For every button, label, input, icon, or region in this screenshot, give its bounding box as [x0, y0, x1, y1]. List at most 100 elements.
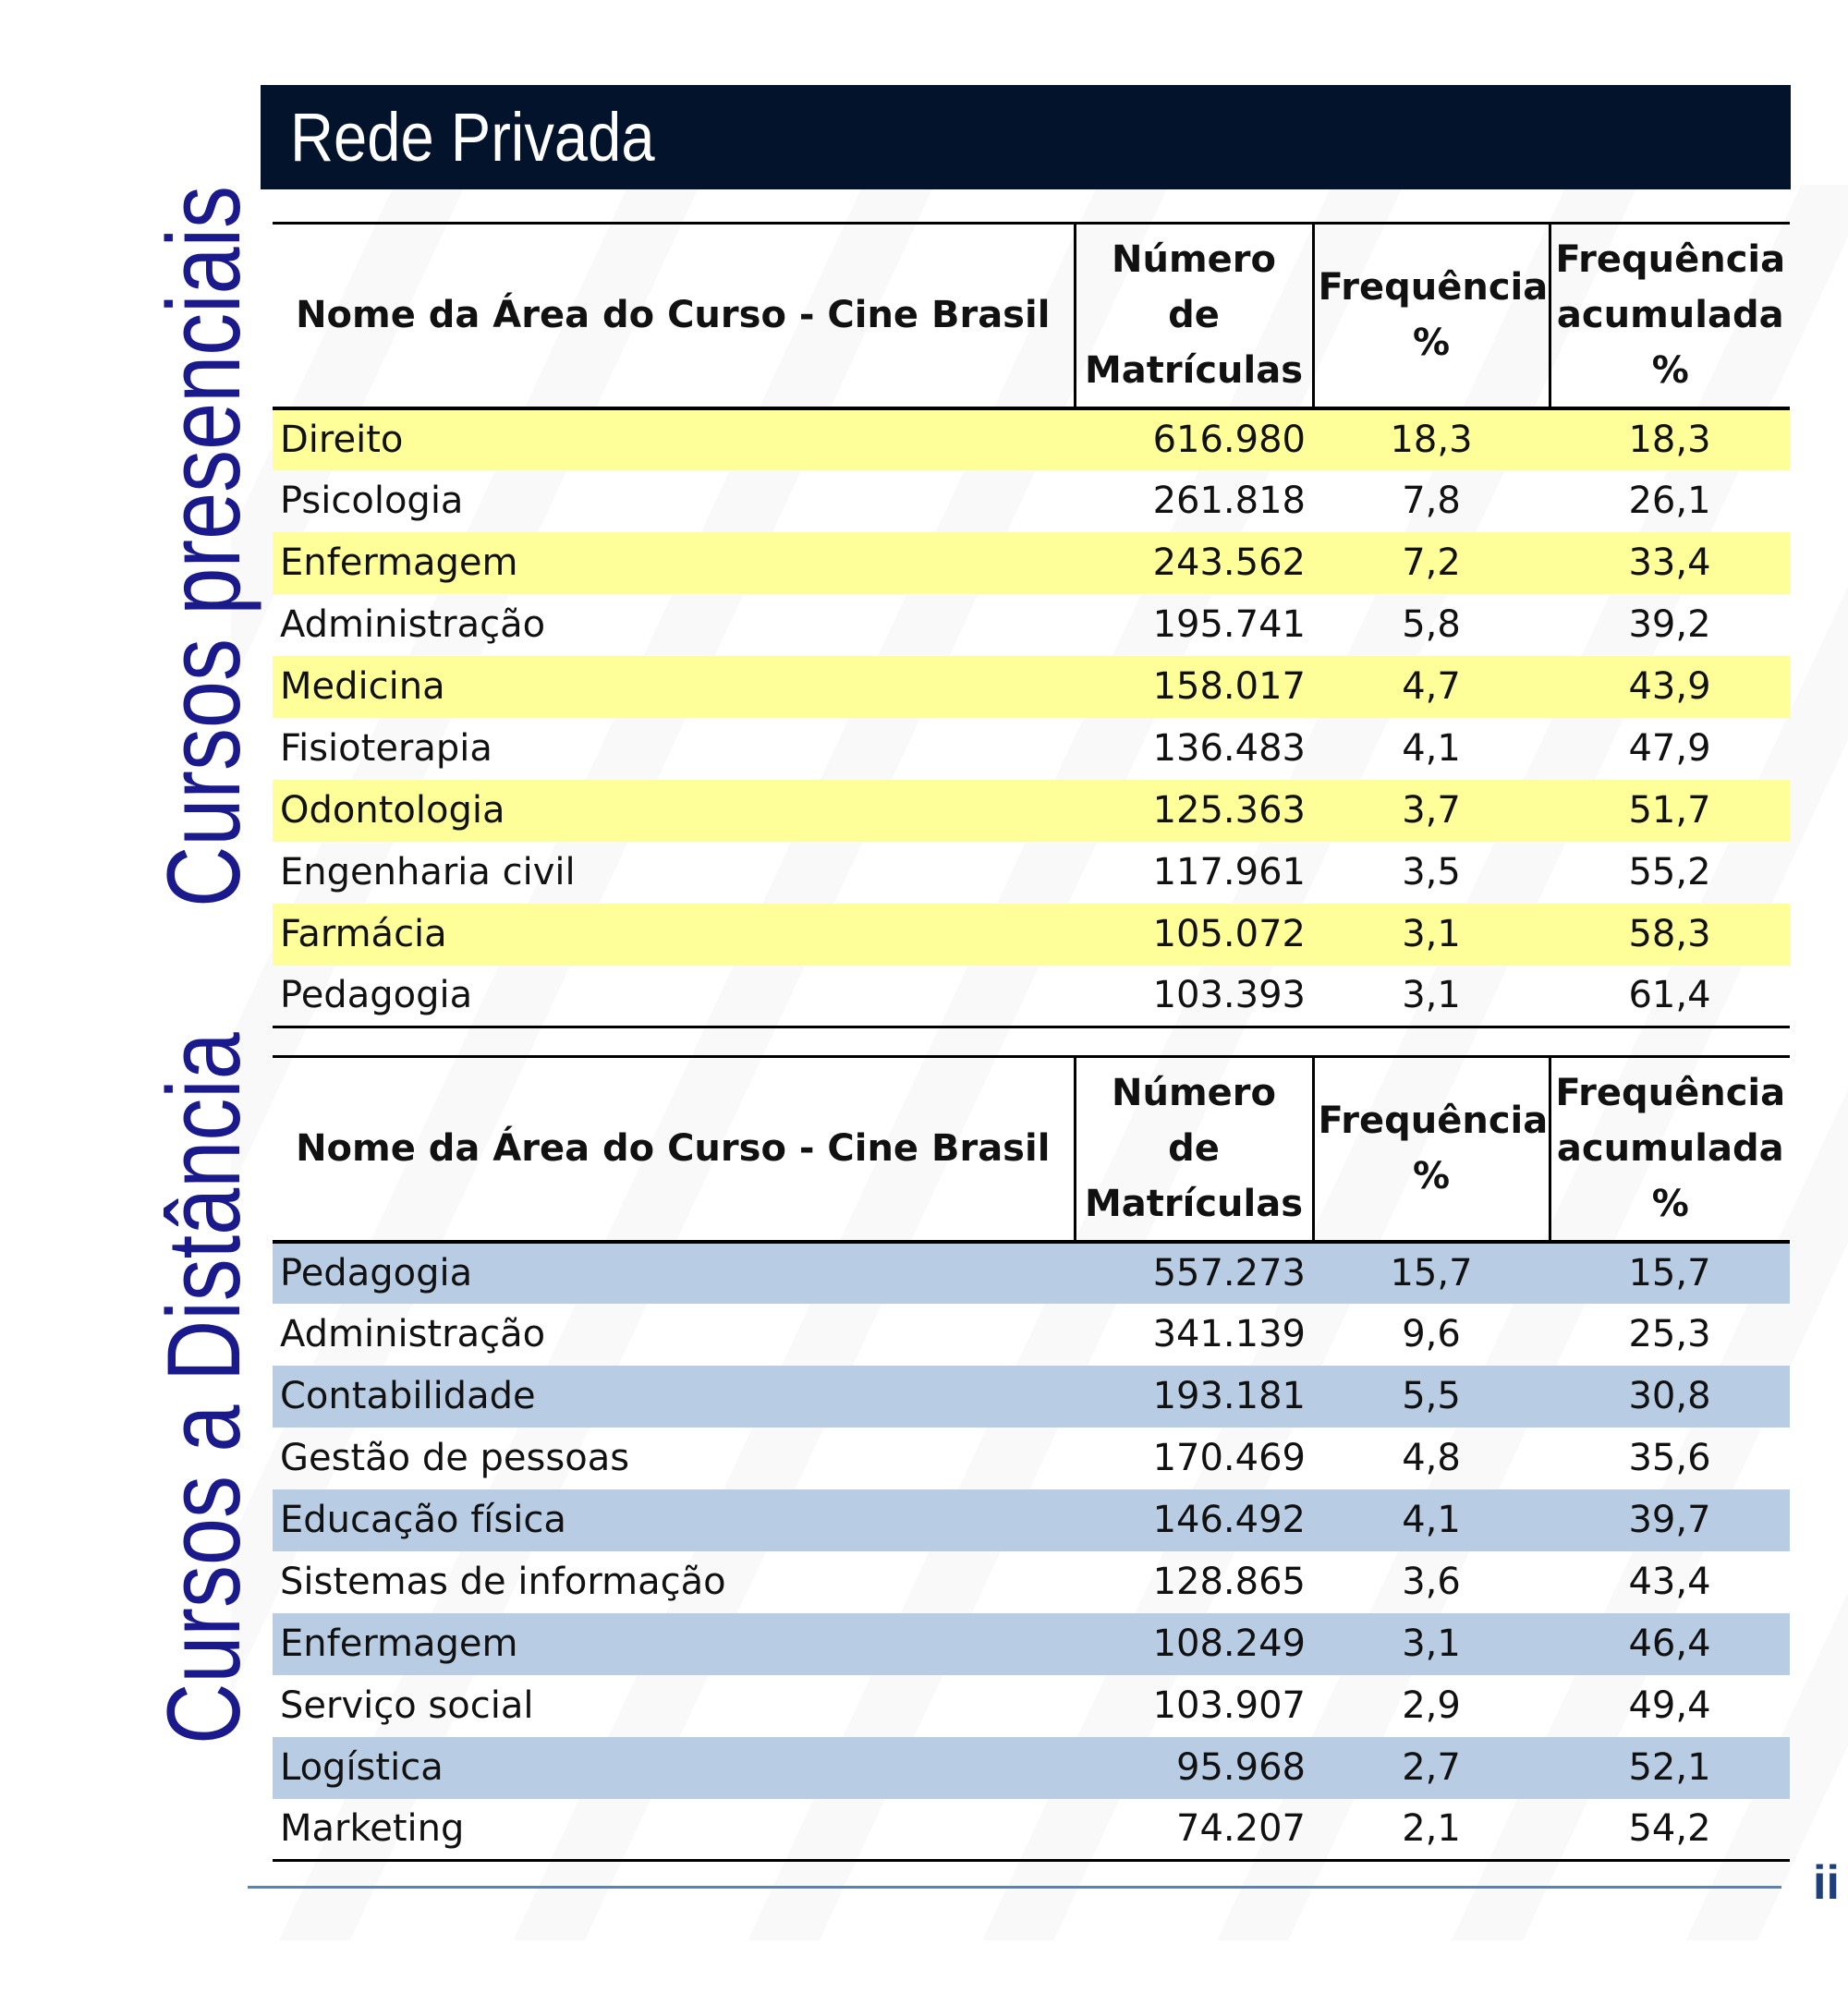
- table-body-presenciais: Direito 616.980 18,3 18,3 Psicologia 261.818 7…: [273, 407, 1790, 1028]
- cell-frequencia: 7,2: [1313, 531, 1550, 594]
- cell-frequencia: 3,7: [1313, 779, 1550, 842]
- cell-frequencia: 4,1: [1313, 1489, 1550, 1551]
- column-header-name: Nome da Área do Curso - Cine Brasil: [273, 222, 1075, 410]
- table-distancia: Nome da Área do Curso - Cine Brasil Núme…: [273, 1055, 1790, 1862]
- cell-course-name: Medicina: [273, 655, 1075, 718]
- cell-frequencia: 5,5: [1313, 1365, 1550, 1428]
- cell-matriculas: 103.393: [1075, 965, 1313, 1028]
- cell-frequencia: 2,9: [1402, 1684, 1461, 1727]
- table-row: Enfermagem 243.562 7,2 33,4: [273, 531, 1790, 594]
- cell-frequencia: 18,3: [1313, 407, 1550, 470]
- cell-frequencia-acumulada: 46,4: [1550, 1612, 1790, 1675]
- cell-matriculas: 103.907: [1152, 1684, 1306, 1727]
- cell-frequencia: 4,8: [1402, 1437, 1461, 1479]
- table-row: Psicologia 261.818 7,8 26,1: [273, 470, 1790, 532]
- cell-matriculas: 74.207: [1075, 1798, 1313, 1862]
- table-row: Educação física 146.492 4,1 39,7: [273, 1489, 1790, 1551]
- table-row: Direito 616.980 18,3 18,3: [273, 407, 1790, 470]
- cell-frequencia-acumulada: 55,2: [1628, 851, 1711, 893]
- column-header-matriculas: Número de Matrículas: [1073, 1055, 1313, 1244]
- cell-frequencia-acumulada: 51,7: [1550, 779, 1790, 842]
- cell-frequencia-acumulada: 47,9: [1628, 727, 1711, 770]
- cell-matriculas: 170.469: [1152, 1437, 1306, 1479]
- table-row: Sistemas de informação 128.865 3,6 43,4: [273, 1551, 1790, 1613]
- table-row: Pedagogia 557.273 15,7 15,7: [273, 1241, 1790, 1304]
- column-header-frequencia-acumulada: Frequência acumulada%: [1548, 1055, 1790, 1244]
- cell-frequencia-acumulada: 52,1: [1550, 1736, 1790, 1799]
- cell-matriculas: 341.139: [1152, 1313, 1306, 1355]
- cell-matriculas: 261.818: [1152, 480, 1306, 522]
- logo-fragment: ii: [1813, 1856, 1840, 1910]
- cell-matriculas: 128.865: [1152, 1561, 1306, 1603]
- cell-frequencia: 2,7: [1313, 1736, 1550, 1799]
- cell-course-name: Pedagogia: [273, 965, 1075, 1028]
- cell-matriculas: 125.363: [1075, 779, 1313, 842]
- cell-frequencia: 15,7: [1313, 1241, 1550, 1304]
- cell-frequencia-acumulada: 15,7: [1550, 1241, 1790, 1304]
- cell-frequencia-acumulada: 35,6: [1628, 1437, 1711, 1479]
- cell-matriculas: 158.017: [1075, 655, 1313, 718]
- cell-frequencia-acumulada: 43,4: [1628, 1561, 1711, 1603]
- cell-course-name: Marketing: [273, 1798, 1075, 1862]
- table-row: Serviço social 103.907 2,9 49,4: [273, 1675, 1790, 1737]
- cell-frequencia: 2,1: [1313, 1798, 1550, 1862]
- table-row: Gestão de pessoas 170.469 4,8 35,6: [273, 1428, 1790, 1489]
- page-title-band: Rede Privada: [261, 85, 1791, 189]
- cell-course-name: Fisioterapia: [280, 727, 492, 770]
- cell-matriculas: 95.968: [1075, 1736, 1313, 1799]
- cell-frequencia-acumulada: 61,4: [1550, 965, 1790, 1028]
- table-row: Fisioterapia 136.483 4,1 47,9: [273, 718, 1790, 780]
- cell-course-name: Enfermagem: [273, 1612, 1075, 1675]
- table-row: Administração 195.741 5,8 39,2: [273, 594, 1790, 656]
- cell-course-name: Gestão de pessoas: [280, 1437, 630, 1479]
- cell-matriculas: 616.980: [1075, 407, 1313, 470]
- cell-matriculas: 557.273: [1075, 1241, 1313, 1304]
- cell-frequencia-acumulada: 58,3: [1550, 903, 1790, 966]
- side-label-distancia: Cursos a Distância: [146, 1032, 261, 1744]
- cell-course-name: Odontologia: [273, 779, 1075, 842]
- cell-course-name: Enfermagem: [273, 531, 1075, 594]
- cell-frequencia-acumulada: 43,9: [1550, 655, 1790, 718]
- cell-frequencia-acumulada: 18,3: [1550, 407, 1790, 470]
- cell-matriculas: 105.072: [1075, 903, 1313, 966]
- cell-frequencia: 3,1: [1313, 1612, 1550, 1675]
- cell-frequencia: 3,1: [1313, 903, 1550, 966]
- cell-frequencia-acumulada: 26,1: [1628, 480, 1711, 522]
- table-row: Logística 95.968 2,7 52,1: [273, 1736, 1790, 1799]
- cell-matriculas: 146.492: [1075, 1489, 1313, 1551]
- cell-frequencia-acumulada: 39,2: [1628, 603, 1711, 646]
- cell-course-name: Pedagogia: [273, 1241, 1075, 1304]
- cell-frequencia-acumulada: 39,7: [1550, 1489, 1790, 1551]
- cell-matriculas: 108.249: [1075, 1612, 1313, 1675]
- cell-course-name: Administração: [280, 1313, 546, 1355]
- table-row: Enfermagem 108.249 3,1 46,4: [273, 1612, 1790, 1675]
- cell-course-name: Sistemas de informação: [280, 1561, 726, 1603]
- cell-course-name: Direito: [273, 407, 1075, 470]
- cell-course-name: Farmácia: [273, 903, 1075, 966]
- column-header-frequencia: Frequência%: [1311, 222, 1550, 410]
- table-row: Marketing 74.207 2,1 54,2: [273, 1798, 1790, 1862]
- cell-frequencia: 3,6: [1402, 1561, 1461, 1603]
- column-header-matriculas: Número de Matrículas: [1073, 222, 1313, 410]
- cell-frequencia: 3,5: [1402, 851, 1461, 893]
- cell-frequencia-acumulada: 49,4: [1628, 1684, 1711, 1727]
- cell-matriculas: 136.483: [1152, 727, 1306, 770]
- cell-frequencia-acumulada: 33,4: [1550, 531, 1790, 594]
- table-row: Odontologia 125.363 3,7 51,7: [273, 779, 1790, 842]
- cell-matriculas: 195.741: [1152, 603, 1306, 646]
- cell-course-name: Contabilidade: [273, 1365, 1075, 1428]
- cell-matriculas: 243.562: [1075, 531, 1313, 594]
- cell-frequencia: 7,8: [1402, 480, 1461, 522]
- table-row: Farmácia 105.072 3,1 58,3: [273, 903, 1790, 966]
- cell-course-name: Engenharia civil: [280, 851, 576, 893]
- table-presenciais: Nome da Área do Curso - Cine Brasil Núme…: [273, 222, 1790, 1028]
- cell-course-name: Serviço social: [280, 1684, 534, 1727]
- cell-course-name: Administração: [280, 603, 546, 646]
- cell-frequencia: 4,7: [1313, 655, 1550, 718]
- table-header-row: Nome da Área do Curso - Cine Brasil Núme…: [273, 1055, 1790, 1244]
- cell-course-name: Psicologia: [280, 480, 464, 522]
- cell-matriculas: 117.961: [1152, 851, 1306, 893]
- table-row: Medicina 158.017 4,7 43,9: [273, 655, 1790, 718]
- cell-frequencia: 4,1: [1402, 727, 1461, 770]
- side-label-presenciais: Cursos presenciais: [146, 186, 261, 908]
